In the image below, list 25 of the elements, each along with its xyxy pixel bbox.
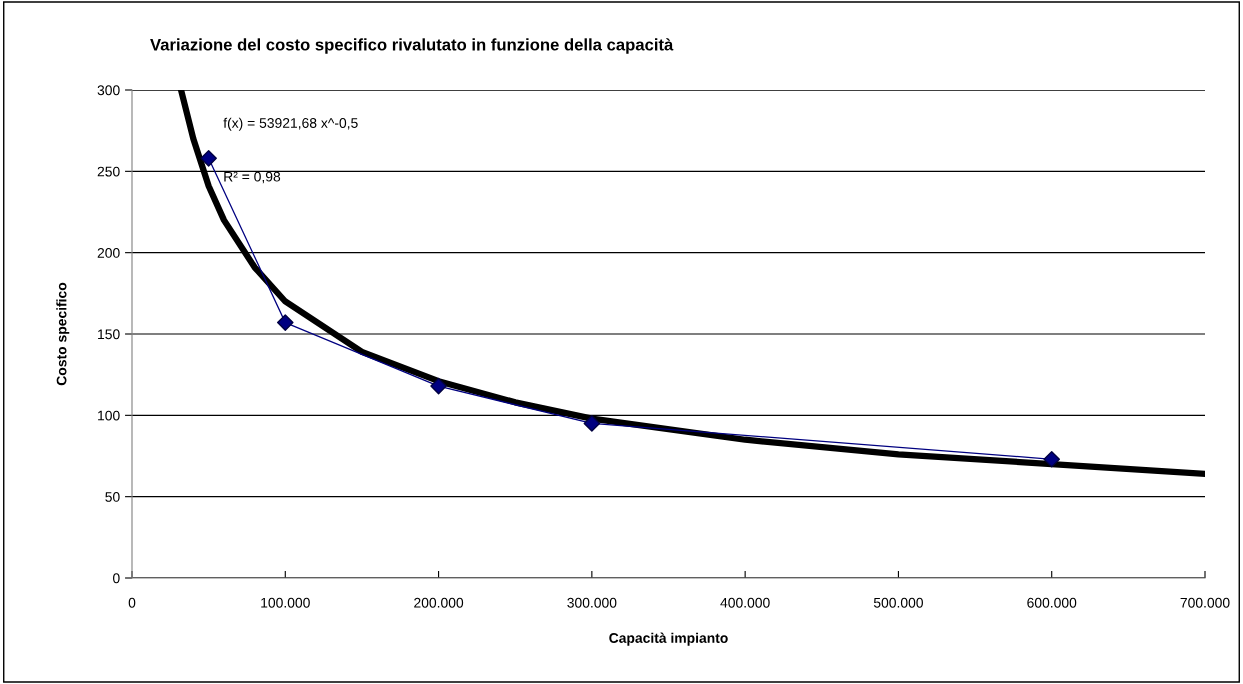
point [200,150,217,167]
x-tick-label: 300.000 [567,597,617,608]
point [430,377,447,395]
y-tick-label: 250 [97,166,120,177]
x-tick-label: 200.000 [414,597,464,608]
x-tick-label: 400.000 [720,597,770,608]
point [1043,450,1061,468]
annotation: R² = 0,98 [224,171,281,184]
y-tick-label: 50 [105,492,120,502]
x-tick-label: 500.000 [873,597,923,608]
y-tick-label: 150 [98,329,120,340]
x-tick-label: 700.000 [1180,597,1230,608]
chart-title: Variazione del costo specifico rivalutato in funzione della capacità [150,38,674,54]
x-axis-title: Capacità impianto [609,632,728,646]
x-tick-label: 0 [128,597,136,608]
point [583,415,601,432]
y-axis-title: Costo specifico [56,282,70,386]
x-tick-label: 600.000 [1027,597,1077,608]
y-tick-label: 100 [98,410,120,421]
x-tick-label: 100.000 [261,597,310,608]
annotation: f(x) = 53921,68 x^-0,5 [223,117,358,131]
point [276,314,294,331]
y-tick-label: 0 [113,573,120,584]
y-tick-label: 300 [97,85,120,96]
y-tick-label: 200 [97,248,120,258]
